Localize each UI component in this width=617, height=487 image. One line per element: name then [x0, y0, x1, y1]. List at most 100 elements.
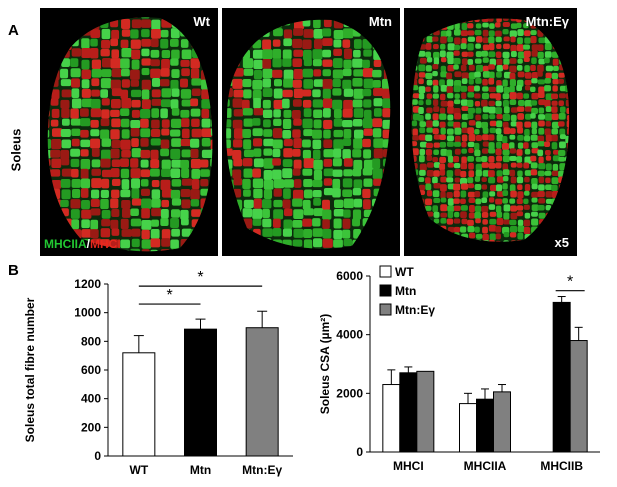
muscle-fibre — [510, 121, 518, 127]
muscle-fibre — [411, 226, 418, 234]
muscle-fibre — [121, 229, 132, 237]
muscle-fibre — [573, 197, 577, 203]
muscle-fibre — [51, 89, 60, 100]
muscle-fibre — [382, 88, 391, 99]
muscle-fibre — [160, 79, 170, 87]
muscle-fibre — [482, 57, 489, 63]
muscle-fibre — [151, 8, 159, 16]
muscle-fibre — [426, 169, 434, 177]
muscle-fibre — [292, 58, 302, 68]
muscle-fibre — [474, 211, 481, 220]
muscle-fibre — [433, 99, 439, 106]
muscle-fibre — [80, 178, 91, 189]
muscle-fibre — [242, 49, 251, 59]
muscle-fibre — [537, 135, 545, 143]
muscle-fibre — [392, 89, 400, 96]
muscle-fibre — [90, 198, 100, 208]
muscle-fibre — [332, 88, 342, 96]
muscle-fibre — [343, 99, 353, 111]
muscle-fibre — [495, 240, 501, 242]
muscle-fibre — [517, 100, 525, 106]
muscle-fibre — [446, 51, 454, 59]
muscle-fibre — [531, 226, 539, 234]
muscle-fibre — [419, 155, 425, 163]
muscle-fibre — [502, 169, 510, 176]
muscle-fibre — [523, 57, 530, 62]
muscle-fibre — [211, 118, 213, 128]
muscle-fibre — [566, 176, 570, 182]
muscle-fibre — [517, 219, 524, 227]
muscle-fibre — [475, 169, 482, 177]
muscle-fibre — [566, 226, 570, 234]
muscle-fibre — [496, 9, 503, 14]
muscle-fibre — [425, 205, 432, 211]
muscle-fibre — [200, 188, 210, 196]
muscle-fibre — [200, 169, 210, 177]
muscle-fibre — [101, 28, 111, 40]
muscle-fibre — [453, 226, 461, 233]
muscle-fibre — [282, 49, 292, 60]
muscle-fibre — [393, 78, 400, 86]
muscle-fibre — [426, 93, 433, 99]
muscle-fibre — [362, 38, 372, 49]
muscle-fibre — [405, 29, 411, 35]
muscle-fibre — [425, 43, 432, 50]
muscle-fibre — [282, 19, 291, 26]
muscle-fibre — [243, 189, 251, 197]
muscle-fibre — [447, 155, 454, 163]
muscle-fibre — [524, 176, 530, 183]
muscle-fibre — [293, 9, 303, 17]
muscle-fibre — [545, 233, 552, 241]
muscle-fibre — [440, 197, 447, 203]
muscle-fibre — [566, 162, 570, 168]
muscle-fibre — [558, 176, 565, 184]
muscle-fibre — [461, 127, 469, 134]
muscle-fibre — [440, 65, 447, 73]
muscle-fibre — [70, 108, 79, 119]
muscle-fibre — [90, 229, 99, 239]
muscle-fibre — [150, 68, 161, 79]
muscle-fibre — [411, 177, 418, 184]
muscle-fibre — [418, 36, 425, 42]
muscle-fibre — [47, 149, 51, 159]
muscle-fibre — [440, 212, 448, 218]
muscle-fibre — [211, 88, 213, 97]
muscle-fibre — [531, 121, 538, 129]
muscle-fibre — [233, 139, 243, 148]
muscle-fibre — [545, 219, 552, 226]
muscle-fibre — [496, 141, 502, 149]
muscle-fibre — [509, 79, 517, 87]
muscle-fibre — [461, 92, 467, 100]
muscle-fibre — [482, 44, 490, 51]
muscle-fibre — [100, 78, 112, 89]
muscle-fibre — [120, 218, 129, 230]
micrograph-mtn-eg: Mtn:Eγ x5 — [404, 8, 577, 256]
muscle-fibre — [537, 51, 544, 59]
muscle-fibre — [419, 169, 426, 176]
muscle-fibre — [333, 48, 342, 57]
y-tick-label: 2000 — [336, 386, 363, 400]
muscle-fibre — [447, 205, 455, 212]
muscle-fibre — [282, 239, 292, 249]
muscle-fibre — [243, 168, 253, 178]
muscle-fibre — [523, 23, 529, 29]
muscle-fibre — [558, 121, 565, 127]
muscle-fibre — [293, 138, 302, 149]
muscle-fibre — [432, 120, 439, 127]
muscle-fibre — [131, 17, 140, 18]
muscle-fibre — [292, 189, 304, 201]
muscle-fibre — [566, 43, 570, 50]
muscle-fibre — [454, 37, 461, 45]
muscle-fibre — [90, 219, 99, 230]
muscle-fibre — [47, 179, 50, 187]
muscle-fibre — [161, 88, 172, 98]
muscle-fibre — [332, 178, 341, 189]
muscle-fibre — [293, 209, 304, 219]
muscle-fibre — [232, 119, 243, 129]
muscle-fibre — [496, 211, 503, 218]
muscle-fibre — [303, 49, 312, 61]
muscle-fibre — [426, 36, 433, 43]
muscle-fibre — [509, 232, 517, 238]
muscle-fibre — [293, 179, 302, 188]
muscle-fibre — [393, 59, 400, 69]
